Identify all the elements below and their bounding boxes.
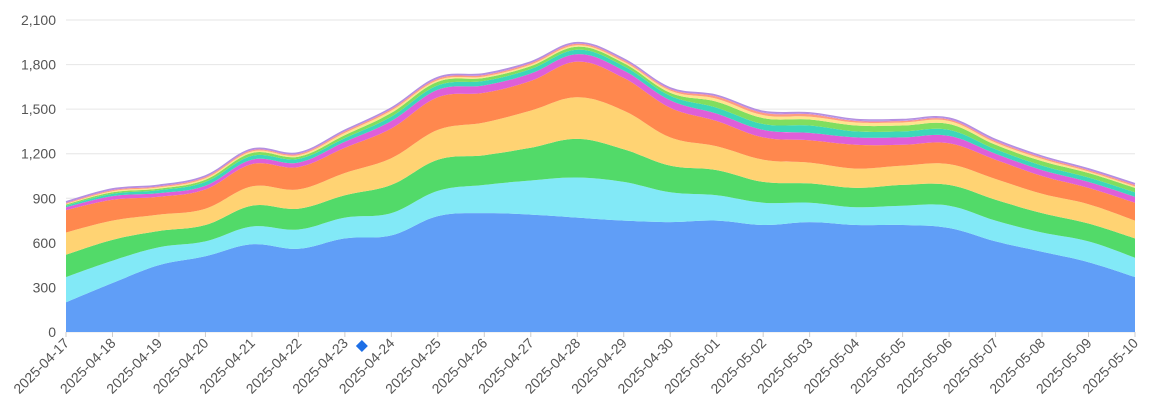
series-area-8 (66, 46, 1135, 206)
series-area-1 (66, 213, 1135, 332)
y-axis: 0 300 600 900 1,200 1,500 1,800 2,100 (21, 12, 56, 340)
series-area-5 (66, 61, 1135, 233)
series-area-2 (66, 177, 1135, 303)
y-tick-label: 900 (33, 190, 57, 206)
series-area-7 (66, 49, 1135, 208)
y-tick-label: 300 (33, 279, 57, 295)
series-area-4 (66, 97, 1135, 255)
y-tick-label: 1,200 (21, 146, 56, 162)
y-tick-label: 2,100 (21, 12, 56, 28)
y-tick-label: 1,500 (21, 101, 56, 117)
diamond-marker[interactable] (355, 340, 368, 352)
series-areas (65, 41, 1136, 332)
series-area-3 (66, 138, 1135, 277)
series-area-6 (66, 54, 1135, 211)
markers (355, 340, 368, 352)
y-tick-label: 1,800 (21, 57, 56, 73)
y-tick-label: 0 (48, 324, 56, 340)
x-axis: 2025-04-172025-04-182025-04-192025-04-20… (10, 332, 1141, 397)
y-tick-label: 600 (33, 235, 57, 251)
top-outline (65, 41, 1136, 203)
